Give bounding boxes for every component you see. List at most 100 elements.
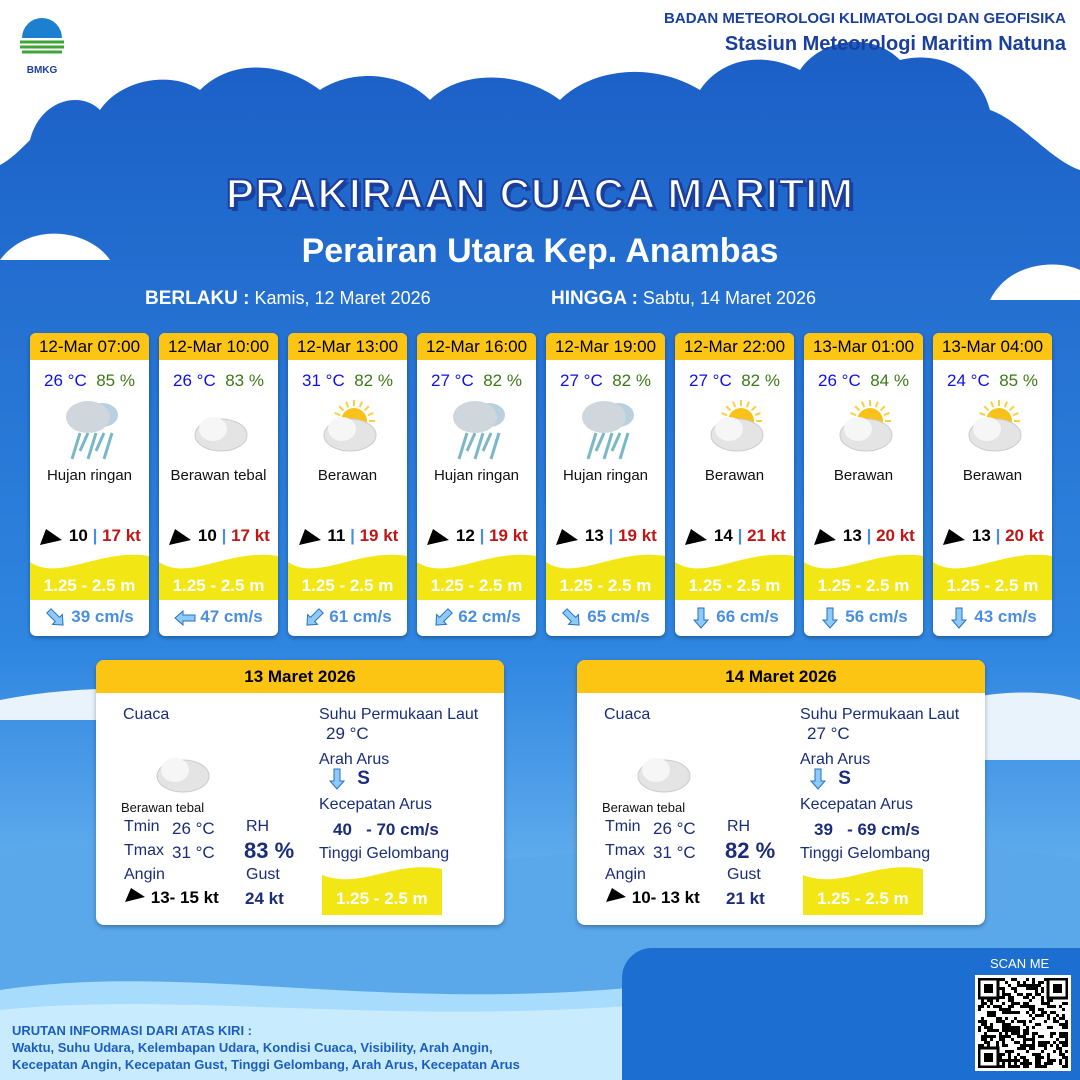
qr-code[interactable] — [975, 975, 1071, 1071]
humidity: 84 % — [870, 371, 909, 390]
wind-speed: 11 — [327, 526, 346, 545]
wave-height: 1.25 - 2.5 m — [172, 576, 265, 595]
wind-speed: 10 — [68, 526, 88, 545]
air-temperature: 27 °C — [560, 371, 603, 390]
gust-speed: 19 kt — [489, 526, 528, 545]
wind-direction-icon — [685, 528, 708, 545]
valid-to-date: Sabtu, 14 Maret 2026 — [642, 288, 817, 308]
thick-cloud-icon — [637, 758, 691, 793]
current-speed: 43 cm/s — [974, 607, 1037, 626]
agency-name: BADAN METEOROLOGI KLIMATOLOGI DAN GEOFIS… — [664, 10, 1066, 27]
bmkg-logo-icon — [20, 18, 64, 54]
current-speed-label: Kecepatan Arus — [319, 796, 432, 813]
wind-speed: 10 — [197, 526, 217, 545]
current-arrow-icon — [174, 609, 196, 626]
wind-direction-icon — [427, 528, 450, 545]
legend: URUTAN INFORMASI DARI ATAS KIRI : Waktu,… — [12, 1022, 520, 1073]
air-temperature: 27 °C — [689, 371, 732, 390]
current-direction: S — [357, 768, 370, 789]
wave-shape — [546, 554, 665, 600]
current-arrow-icon — [46, 607, 64, 626]
separator: | — [92, 526, 98, 545]
current-direction: S — [838, 768, 851, 789]
wind-direction-icon — [169, 528, 192, 545]
forecast-card: 12-Mar 07:00 26 °C 85 % Hujan ringan 10 … — [30, 333, 149, 636]
current-arrow-icon — [693, 607, 710, 629]
daily-rh: 82 % — [725, 838, 776, 863]
rh-label: RH — [246, 818, 270, 835]
valid-from: BERLAKU : Kamis, 12 Maret 2026 — [145, 288, 431, 310]
current-speed: 56 cm/s — [845, 607, 908, 626]
daily-summary: 14 Maret 2026 Cuaca Berawan tebal Tmin 2… — [577, 660, 985, 925]
humidity: 85 % — [999, 371, 1038, 390]
separator: | — [995, 526, 1001, 545]
daily-wave-height: 1.25 - 2.5 m — [817, 889, 909, 908]
separator: | — [479, 526, 485, 545]
daily-date: 14 Maret 2026 — [577, 660, 985, 693]
daily-wind: 10- 13 kt — [631, 888, 700, 907]
forecast-time: 12-Mar 16:00 — [417, 333, 536, 360]
wind-speed: 13 — [971, 526, 991, 545]
weather-condition: Berawan tebal — [170, 467, 267, 484]
current-direction-label: Arah Arus — [319, 751, 390, 768]
daily-wind: 13- 15 kt — [150, 888, 219, 907]
wave-height: 1.25 - 2.5 m — [430, 576, 523, 595]
separator: | — [221, 526, 227, 545]
humidity: 83 % — [225, 371, 264, 390]
sst-value: 27 °C — [807, 724, 850, 743]
current-max: - 69 cm/s — [847, 820, 920, 839]
current-speed: 62 cm/s — [458, 607, 521, 626]
sun-cloud-icon — [710, 400, 763, 452]
rain-cloud-icon — [65, 401, 118, 460]
forecast-time: 12-Mar 07:00 — [30, 333, 149, 360]
wave-height-label: Tinggi Gelombang — [800, 845, 931, 862]
wave-height: 1.25 - 2.5 m — [946, 576, 1039, 595]
sun-cloud-icon — [968, 400, 1021, 452]
air-temperature: 26 °C — [44, 371, 87, 390]
sun-cloud-icon — [839, 400, 892, 452]
wave-height: 1.25 - 2.5 m — [688, 576, 781, 595]
current-speed: 39 cm/s — [71, 607, 134, 626]
page-subtitle: Perairan Utara Kep. Anambas — [301, 232, 779, 270]
daily-wave-height: 1.25 - 2.5 m — [336, 889, 428, 908]
current-min: 40 — [333, 820, 352, 839]
valid-to-label: HINGGA : — [551, 288, 638, 309]
daily-gust: 24 kt — [245, 889, 284, 908]
weather-condition: Hujan ringan — [433, 467, 520, 484]
wind-speed: 13 — [842, 526, 862, 545]
separator: | — [608, 526, 614, 545]
humidity: 82 % — [612, 371, 651, 390]
separator: | — [737, 526, 743, 545]
cuaca-label: Cuaca — [604, 706, 651, 723]
current-speed: 47 cm/s — [200, 607, 263, 626]
wind-direction-icon — [40, 528, 63, 545]
separator: | — [350, 526, 355, 545]
forecast-card: 13-Mar 04:00 24 °C 85 % Berawan 13 | 20 … — [933, 333, 1052, 636]
wave-height: 1.25 - 2.5 m — [301, 576, 394, 595]
wind-direction-icon — [125, 888, 145, 902]
weather-condition: Hujan ringan — [46, 467, 133, 484]
weather-condition: Berawan — [962, 467, 1023, 484]
valid-to: HINGGA : Sabtu, 14 Maret 2026 — [551, 288, 816, 310]
current-speed: 65 cm/s — [587, 607, 650, 626]
current-speed-label: Kecepatan Arus — [800, 796, 913, 813]
daily-condition: Berawan tebal — [602, 800, 686, 815]
current-arrow-icon — [951, 607, 968, 629]
thick-cloud-icon — [156, 758, 210, 793]
weather-condition: Berawan — [833, 467, 894, 484]
forecast-time: 13-Mar 04:00 — [933, 333, 1052, 360]
wave-shape — [933, 554, 1052, 600]
forecast-time: 12-Mar 22:00 — [675, 333, 794, 360]
station-name: Stasiun Meteorologi Maritim Natuna — [724, 33, 1066, 55]
wind-speed: 13 — [584, 526, 604, 545]
page-title: PRAKIRAAN CUACA MARITIM — [225, 169, 855, 218]
daily-date: 13 Maret 2026 — [96, 660, 504, 693]
daily-gust: 21 kt — [726, 889, 765, 908]
forecast-card: 12-Mar 10:00 26 °C 83 % Berawan tebal 10… — [159, 333, 278, 636]
wind-direction-icon — [814, 528, 837, 545]
gust-label: Gust — [246, 866, 280, 883]
forecast-time: 13-Mar 01:00 — [804, 333, 923, 360]
gust-speed: 19 kt — [359, 526, 399, 545]
legend-line-1: Waktu, Suhu Udara, Kelembapan Udara, Kon… — [12, 1040, 493, 1055]
forecast-time: 12-Mar 10:00 — [159, 333, 278, 360]
